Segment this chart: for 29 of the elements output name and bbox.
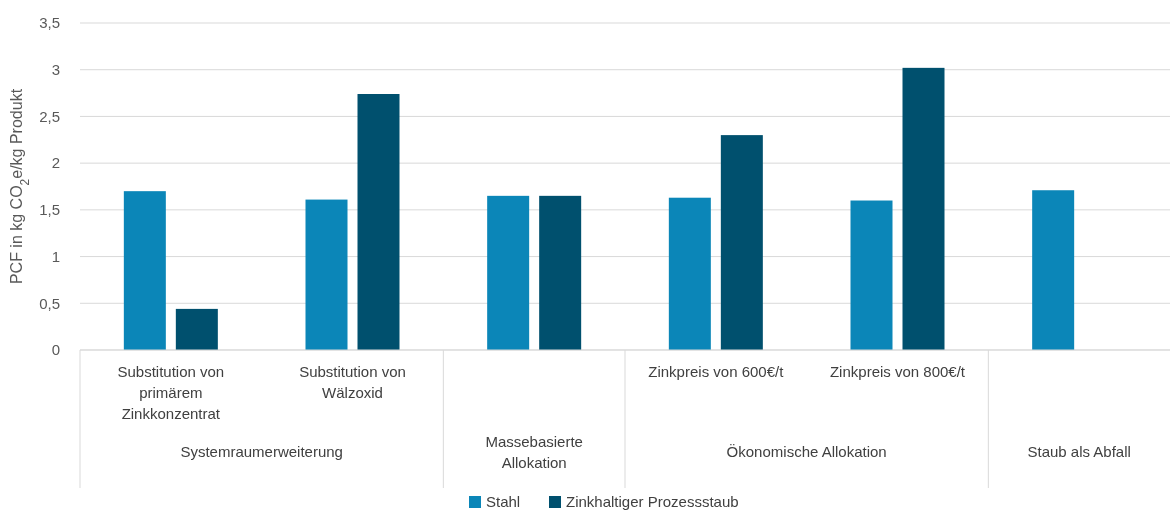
x-tick-label: Substitution von Wälzoxid [299,363,406,401]
bar [305,199,348,350]
legend-label: Zinkhaltiger Prozessstaub [566,493,739,510]
x-tick-label: Zinkpreis von 800€/t [829,363,966,380]
bar [720,135,763,350]
text: Staub als Abfall [1027,443,1131,460]
text: Ökonomische Allokation [726,443,887,460]
bar [487,195,530,350]
legend-label: Stahl [486,493,521,510]
y-tick-label: 3 [51,60,60,78]
y-tick-label: 0,5 [39,294,60,312]
text: Massebasierte Allokation [485,433,583,471]
bar [357,94,400,350]
y-tick-label: 2 [51,154,60,172]
bar [175,308,218,350]
y-tick-label: 1,5 [39,201,60,219]
y-tick-label: 3,5 [39,14,60,32]
bar [850,200,893,350]
y-tick-label: 0 [51,341,60,359]
text: Systemraumerweiterung [180,443,343,460]
y-tick-label: 1 [51,247,60,265]
y-tick-label: 2,5 [39,107,60,125]
bar [902,67,945,350]
x-tick-label: Zinkpreis von 600€/t [648,363,785,380]
bar [539,195,582,350]
bar [1032,190,1075,350]
bar [668,197,711,350]
x-tick-label: Substitution von primärem Zinkkonzentrat [117,363,225,422]
bar [123,191,166,350]
